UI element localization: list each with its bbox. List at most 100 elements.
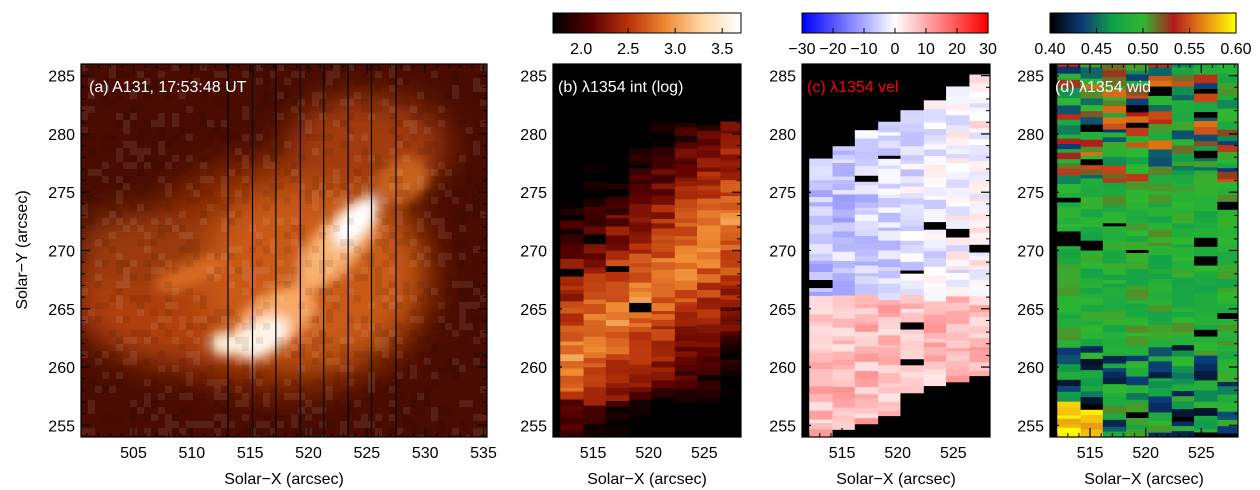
panel-d-cell [1194, 111, 1219, 118]
panel-a-pixel [396, 379, 403, 386]
panel-a-pixel [445, 274, 452, 281]
panel-a-pixel [298, 155, 305, 162]
panel-a-pixel [158, 113, 165, 120]
panel-a-pixel [130, 295, 137, 302]
panel-d-cell [1194, 246, 1219, 257]
panel-a-pixel [389, 407, 396, 414]
panel-a-pixel [186, 155, 193, 162]
panel-c-cell [946, 166, 971, 173]
panel-a-pixel [214, 330, 221, 337]
panel-c-cell [832, 78, 857, 88]
panel-c-cell [809, 253, 834, 258]
panel-a-pixel [123, 176, 130, 183]
panel-c-cell [878, 356, 903, 366]
panel-a-pixel [214, 309, 221, 316]
panel-b-cell [674, 280, 699, 291]
panel-a-pixel [452, 197, 459, 204]
panel-a-pixel [151, 414, 158, 421]
panel-d-cell [1057, 371, 1082, 380]
panel-c-cell [923, 99, 948, 109]
panel-b-cell [605, 427, 630, 437]
panel-a-pixel [116, 344, 123, 351]
panel-a-pixel [81, 316, 88, 323]
panel-b-cell [605, 89, 630, 93]
panel-b-cell [605, 226, 630, 236]
panel-a-pixel [333, 71, 340, 78]
panel-a-pixel [473, 197, 480, 204]
panel-d-cell [1080, 283, 1105, 289]
panel-c-cell [832, 162, 857, 169]
panel-d-cell [1080, 324, 1105, 333]
panel-d-cell [1080, 268, 1105, 278]
panel-b-cell [560, 344, 585, 355]
colorbar-swatch [683, 13, 686, 33]
panel-a-pixel [319, 267, 326, 274]
panel-a-pixel [438, 316, 445, 323]
panel-d-cell [1102, 262, 1127, 268]
panel-c-cell [946, 215, 971, 221]
colorbar-swatch [936, 13, 940, 33]
panel-a-pixel [396, 372, 403, 379]
panel-c-cell [969, 111, 990, 121]
colorbar-swatch [659, 13, 662, 33]
panel-a-pixel [158, 225, 165, 232]
panel-a-pixel [326, 309, 333, 316]
y-tick-label: 275 [48, 185, 75, 202]
panel-c-cell [854, 428, 879, 437]
panel-d-cell [1171, 416, 1196, 422]
panel-d-cell [1194, 293, 1219, 300]
panel-c-cell [832, 141, 857, 147]
panel-b-cell [605, 331, 630, 339]
panel-d-cell [1171, 228, 1196, 238]
y-tick-label: 265 [48, 302, 75, 319]
panel-b-cell [697, 167, 722, 172]
panel-b-cell [629, 253, 654, 261]
panel-d-cell [1194, 93, 1219, 103]
panel-a-pixel [137, 148, 144, 155]
panel-a-pixel [207, 134, 214, 141]
panel-a-pixel [207, 344, 214, 351]
panel-a-pixel [431, 372, 438, 379]
panel-a-pixel [298, 344, 305, 351]
panel-a-pixel [459, 316, 466, 323]
colorbar-swatch [679, 13, 682, 33]
panel-d-cell [1194, 432, 1219, 437]
panel-a-pixel [88, 407, 95, 414]
panel-a-pixel [347, 337, 354, 344]
panel-c-cell [969, 97, 990, 104]
panel-d-cell [1148, 166, 1173, 170]
colorbar-swatch [1131, 13, 1134, 33]
panel-c-cell [969, 326, 990, 334]
panel-d-cell [1217, 151, 1238, 160]
panel-a-pixel [102, 414, 109, 421]
panel-a-pixel [179, 358, 186, 365]
panel-b-colorbar: 2.0 2.5 3.0 3.5 [552, 12, 742, 58]
panel-d-cell [1057, 295, 1082, 305]
panel-c-cell [854, 303, 879, 309]
panel-c-cell [946, 171, 971, 180]
panel-d-cell [1080, 66, 1105, 76]
panel-d-cell [1102, 69, 1127, 77]
panel-c-cell [923, 90, 948, 96]
colorbar-swatch [1129, 13, 1132, 33]
panel-a-pixel [389, 232, 396, 239]
panel-b-cell [674, 218, 699, 223]
panel-a-pixel [347, 183, 354, 190]
panel-a-pixel [123, 183, 130, 190]
panel-a-pixel [109, 204, 116, 211]
colorbar-swatch [922, 13, 926, 33]
panel-a-pixel [179, 407, 186, 414]
panel-a-pixel [361, 190, 368, 197]
panel-d-cell [1057, 217, 1082, 225]
panel-a-pixel [95, 274, 102, 281]
panel-c-cell [809, 422, 834, 430]
panel-a-pixel [235, 267, 242, 274]
panel-a-pixel [396, 295, 403, 302]
panel-a-pixel [109, 386, 116, 393]
panel-a-pixel [403, 232, 410, 239]
panel-a-pixel [165, 281, 172, 288]
panel-d-cell [1080, 64, 1105, 68]
panel-d-cell [1102, 89, 1127, 98]
panel-b-cell [629, 183, 654, 195]
panel-b-cell [651, 319, 676, 327]
